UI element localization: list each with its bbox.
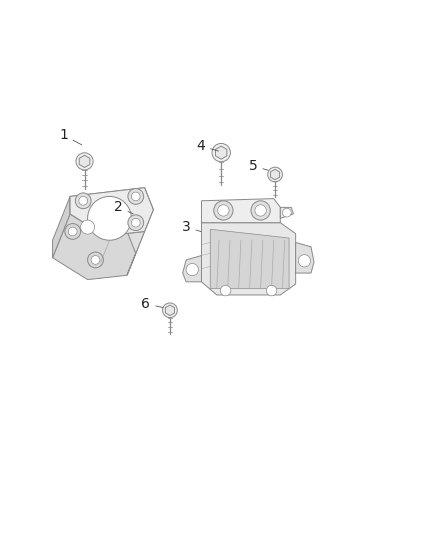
FancyBboxPatch shape: [253, 223, 268, 236]
Circle shape: [218, 205, 229, 216]
Polygon shape: [210, 229, 289, 288]
Circle shape: [81, 220, 95, 234]
Circle shape: [131, 192, 140, 201]
Text: 6: 6: [141, 297, 163, 311]
Circle shape: [68, 227, 77, 236]
Polygon shape: [271, 169, 279, 180]
Circle shape: [76, 153, 93, 170]
Polygon shape: [183, 255, 201, 282]
Polygon shape: [296, 243, 314, 273]
Circle shape: [268, 167, 283, 182]
Circle shape: [88, 197, 131, 240]
Text: 1: 1: [59, 128, 81, 145]
Circle shape: [79, 197, 88, 205]
Circle shape: [75, 193, 91, 209]
Circle shape: [162, 303, 177, 318]
Text: 4: 4: [196, 139, 219, 153]
Text: 2: 2: [114, 200, 133, 214]
Circle shape: [298, 255, 311, 267]
Circle shape: [255, 205, 266, 216]
Polygon shape: [53, 214, 145, 280]
Text: 3: 3: [182, 220, 201, 234]
Circle shape: [186, 263, 198, 276]
Polygon shape: [201, 223, 296, 295]
Circle shape: [251, 201, 270, 220]
FancyBboxPatch shape: [215, 223, 231, 236]
Circle shape: [283, 208, 291, 217]
Circle shape: [65, 223, 81, 239]
Polygon shape: [215, 146, 227, 159]
Circle shape: [131, 219, 140, 227]
Polygon shape: [70, 188, 153, 236]
Polygon shape: [70, 188, 153, 236]
Circle shape: [220, 285, 231, 296]
Text: 5: 5: [249, 159, 268, 173]
Polygon shape: [127, 188, 153, 275]
Polygon shape: [166, 305, 174, 316]
Circle shape: [128, 215, 144, 231]
Circle shape: [128, 189, 144, 204]
Circle shape: [212, 143, 230, 162]
Polygon shape: [280, 207, 293, 219]
Polygon shape: [201, 199, 280, 223]
Circle shape: [266, 285, 277, 296]
Circle shape: [88, 252, 103, 268]
Circle shape: [214, 201, 233, 220]
Polygon shape: [79, 155, 90, 167]
Circle shape: [91, 255, 100, 264]
Polygon shape: [53, 197, 70, 258]
